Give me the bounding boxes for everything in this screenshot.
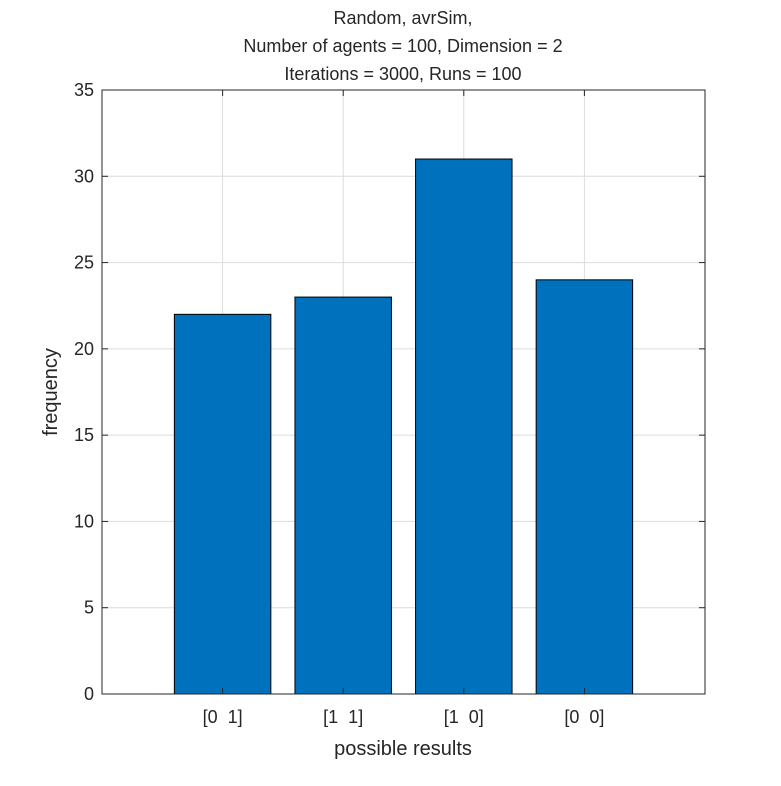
bar-2 bbox=[294, 296, 392, 695]
y-tick-label: 5 bbox=[84, 598, 94, 618]
x-tick-label: [1 1] bbox=[323, 707, 363, 727]
y-tick-label: 15 bbox=[74, 425, 94, 445]
y-tick-label: 10 bbox=[74, 511, 94, 531]
y-tick-label: 25 bbox=[74, 253, 94, 273]
x-tick-label: [0 0] bbox=[564, 707, 604, 727]
axis-ticks: 0 5 10 15 20 25 30 35 [0 1] [1 1] [1 0] [0 0] bbox=[74, 80, 705, 727]
bar-4 bbox=[535, 279, 634, 695]
chart-title-line-1: Random, avrSim, bbox=[333, 8, 472, 28]
plot-area-frame bbox=[101, 89, 706, 695]
chart-title-line-2: Number of agents = 100, Dimension = 2 bbox=[243, 36, 562, 56]
y-tick-label: 20 bbox=[74, 339, 94, 359]
bar-1 bbox=[173, 313, 272, 695]
x-axis-label: possible results bbox=[334, 738, 472, 760]
chart-title-line-3: Iterations = 3000, Runs = 100 bbox=[284, 64, 521, 84]
y-tick-label: 35 bbox=[74, 80, 94, 100]
x-tick-label: [0 1] bbox=[203, 707, 243, 727]
bar-3 bbox=[415, 158, 513, 695]
bars bbox=[173, 158, 634, 695]
y-tick-label: 0 bbox=[84, 684, 94, 704]
x-tick-label: [1 0] bbox=[444, 707, 484, 727]
y-tick-label: 30 bbox=[74, 166, 94, 186]
y-axis-label: frequency bbox=[40, 348, 62, 436]
